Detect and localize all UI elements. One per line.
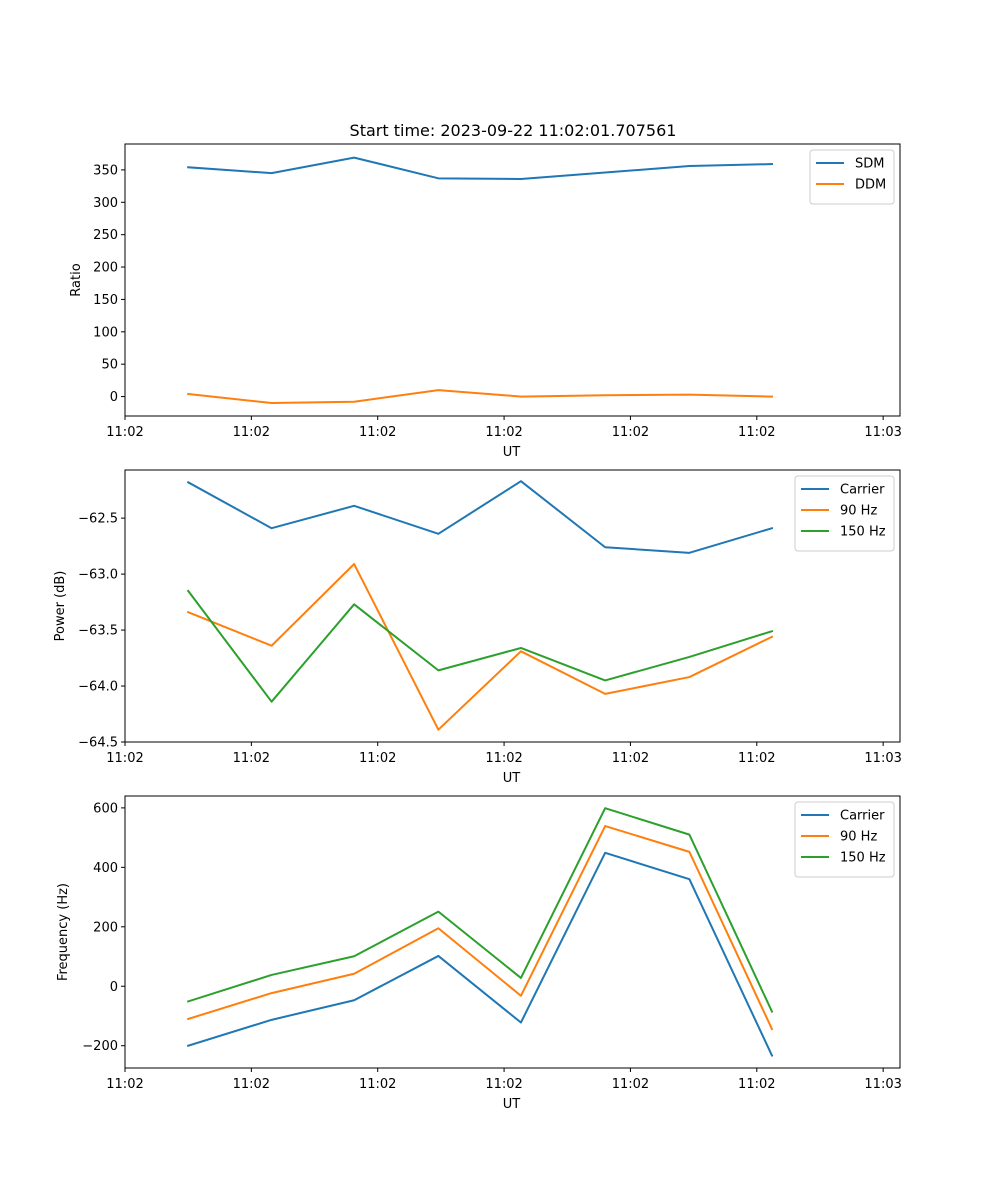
- ratio-legend-label: DDM: [855, 178, 886, 193]
- power-series-150-hz-line: [186, 589, 774, 703]
- ratio-x-tick-label: 11:02: [738, 425, 775, 440]
- frequency-x-tick-label: 11:02: [106, 1077, 143, 1092]
- ratio-y-axis-label: Ratio: [69, 263, 84, 296]
- ratio-x-tick-label: 11:02: [612, 425, 649, 440]
- ratio-y-tick-label: 200: [93, 261, 118, 276]
- frequency-x-tick-label: 11:02: [233, 1077, 270, 1092]
- ratio-legend: SDM DDM: [809, 149, 895, 205]
- ratio-legend-label: SDM: [855, 157, 884, 172]
- power-y-tick-label: −62.5: [78, 512, 118, 527]
- ratio-x-tick-label: 11:03: [864, 425, 901, 440]
- frequency-x-tick-label: 11:02: [612, 1077, 649, 1092]
- frequency-legend: Carrier 90 Hz 150 Hz: [794, 801, 895, 878]
- frequency-x-tick-label: 11:03: [864, 1077, 901, 1092]
- frequency-panel: 11:02 11:02 11:02 11:02 11:02 11:02 11:03 −200 0…: [56, 795, 902, 1112]
- frequency-y-tick-label: 200: [93, 920, 118, 935]
- frequency-axes-frame: [124, 795, 901, 1069]
- frequency-y-tick-label: 600: [93, 801, 118, 816]
- ratio-y-tick-label: 100: [93, 325, 118, 340]
- ratio-series-ddm-line: [187, 389, 773, 405]
- power-series-90-hz-line: [186, 563, 774, 731]
- frequency-y-tick-label: 400: [93, 861, 118, 876]
- ratio-x-axis-label: UT: [503, 445, 521, 460]
- frequency-legend-frame: [794, 801, 895, 878]
- ratio-x-tick-label: 11:02: [106, 425, 143, 440]
- ratio-y-tick-label: 50: [101, 358, 118, 373]
- power-x-tick-label: 11:02: [106, 751, 143, 766]
- power-x-axis-label: UT: [503, 771, 521, 786]
- frequency-legend-label: 90 Hz: [840, 830, 877, 845]
- power-y-tick-label: −64.0: [78, 680, 118, 695]
- ratio-axes-frame: [124, 143, 901, 417]
- frequency-x-tick-label: 11:02: [359, 1077, 396, 1092]
- frequency-series-90-hz-line: [186, 825, 774, 1031]
- power-x-tick-label: 11:02: [485, 751, 522, 766]
- power-legend: Carrier 90 Hz 150 Hz: [794, 475, 895, 552]
- ratio-y-tick-label: 150: [93, 293, 118, 308]
- frequency-x-tick-label: 11:02: [485, 1077, 522, 1092]
- power-x-tick-label: 11:02: [738, 751, 775, 766]
- power-x-tick-label: 11:02: [612, 751, 649, 766]
- power-y-tick-label: −63.5: [78, 624, 118, 639]
- ratio-y-tick-label: 0: [110, 390, 118, 405]
- power-y-axis-label: Power (dB): [53, 571, 68, 642]
- ratio-y-tick-label: 350: [93, 163, 118, 178]
- ratio-x-tick-label: 11:02: [359, 425, 396, 440]
- ratio-panel: 11:02 11:02 11:02 11:02 11:02 11:02 11:03 0 50 10…: [69, 143, 902, 460]
- power-x-tick-label: 11:02: [233, 751, 270, 766]
- ratio-x-tick-label: 11:02: [233, 425, 270, 440]
- frequency-y-axis-label: Frequency (Hz): [56, 883, 71, 981]
- power-axes-frame: [124, 469, 901, 743]
- frequency-legend-label: Carrier: [840, 809, 885, 824]
- power-panel: 11:02 11:02 11:02 11:02 11:02 11:02 11:03 −64.5…: [53, 469, 902, 786]
- power-legend-label: 90 Hz: [840, 504, 877, 519]
- ratio-y-tick-label: 300: [93, 196, 118, 211]
- power-legend-frame: [794, 475, 895, 552]
- power-x-tick-label: 11:02: [359, 751, 396, 766]
- frequency-y-tick-label: 0: [110, 980, 118, 995]
- frequency-legend-label: 150 Hz: [840, 851, 886, 866]
- power-legend-label: 150 Hz: [840, 525, 886, 540]
- ratio-y-tick-label: 250: [93, 228, 118, 243]
- frequency-y-tick-label: −200: [82, 1039, 118, 1054]
- power-x-tick-label: 11:03: [864, 751, 901, 766]
- power-series-carrier-line: [186, 480, 774, 554]
- frequency-series-150-hz-line: [186, 807, 774, 1013]
- frequency-series-carrier-line: [186, 851, 774, 1057]
- power-y-tick-label: −64.5: [78, 736, 118, 751]
- power-legend-label: Carrier: [840, 483, 885, 498]
- frequency-x-axis-label: UT: [503, 1097, 521, 1112]
- ratio-series-sdm-line: [187, 156, 773, 180]
- figure-title: Start time: 2023-09-22 11:02:01.707561: [350, 121, 677, 140]
- ratio-x-tick-label: 11:02: [485, 425, 522, 440]
- power-y-tick-label: −63.0: [78, 568, 118, 583]
- frequency-x-tick-label: 11:02: [738, 1077, 775, 1092]
